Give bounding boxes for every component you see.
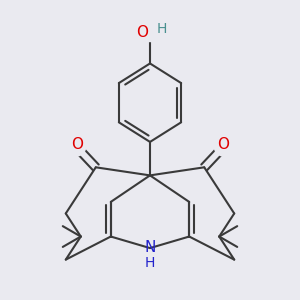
Text: N: N	[144, 240, 156, 255]
Circle shape	[69, 140, 85, 156]
Text: H: H	[156, 22, 167, 36]
Text: O: O	[217, 137, 229, 152]
Text: H: H	[145, 256, 155, 270]
Circle shape	[141, 23, 159, 41]
Circle shape	[214, 140, 231, 156]
Text: O: O	[136, 25, 148, 40]
Text: O: O	[71, 137, 83, 152]
